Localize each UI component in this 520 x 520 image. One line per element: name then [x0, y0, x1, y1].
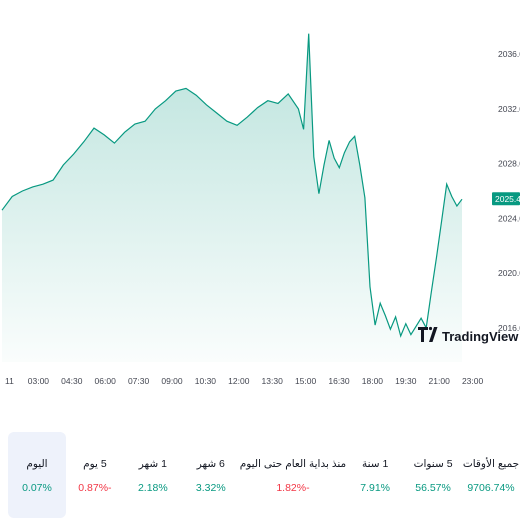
period-change-value: 3.32% [195, 482, 226, 494]
period-label: منذ بداية العام حتى اليوم [239, 458, 347, 470]
x-tick-label: 13:30 [262, 376, 284, 386]
period-tab-3[interactable]: 6 شهر 3.32% [182, 432, 240, 518]
period-label: 1 شهر [138, 458, 167, 470]
x-axis: 11 03:00 04:30 06:00 07:30 09:00 10:30 12:00 13:… [5, 376, 484, 386]
period-change-value: 7.91% [360, 482, 390, 494]
period-tab-1[interactable]: 5 يوم 0.87%- [66, 432, 124, 518]
period-change-value: 9706.74% [467, 482, 515, 494]
tradingview-brand: TradingView [442, 329, 519, 344]
period-change-value: 2.18% [137, 482, 168, 494]
y-tick-label: 2032.00 [498, 104, 520, 114]
price-chart[interactable]: 2016.00 2020.00 2024.00 2028.00 2032.00 2036.… [0, 0, 520, 400]
period-tab-5[interactable]: 1 سنة 7.91% [346, 432, 404, 518]
x-tick-label: 21:00 [429, 376, 451, 386]
price-line [1, 33, 463, 338]
x-tick-label: 10:30 [195, 376, 217, 386]
last-price-label: 2025.43 [495, 194, 520, 204]
y-tick-label: 2024.00 [498, 213, 520, 223]
period-tab-4[interactable]: منذ بداية العام حتى اليوم 1.82%- [240, 432, 346, 518]
y-tick-label: 2028.00 [498, 159, 520, 169]
price-area-fill [2, 33, 462, 362]
performance-periods: اليوم 0.07% 5 يوم 0.87%- 1 شهر 2.18% 6 شهر 3.32… [8, 432, 520, 518]
period-tab-6[interactable]: 5 سنوات 56.57% [404, 432, 462, 518]
x-tick-label: 15:00 [295, 376, 317, 386]
x-tick-label: 09:00 [161, 376, 183, 386]
period-label: 1 سنة [361, 458, 389, 470]
x-tick-label: 23:00 [462, 376, 484, 386]
last-price-badge [492, 192, 520, 206]
period-change-value: 0.87%- [78, 482, 112, 494]
period-label: 5 سنوات [413, 458, 453, 470]
y-axis: 2016.00 2020.00 2024.00 2028.00 2032.00 2036.… [498, 49, 520, 333]
period-label: اليوم [26, 458, 48, 470]
x-tick-label: 18:00 [362, 376, 384, 386]
last-price-tag: 2025.43 [492, 192, 520, 206]
tradingview-watermark[interactable]: TradingView [418, 326, 519, 344]
y-tick-label: 2016.00 [498, 323, 520, 333]
y-tick-label: 2036.00 [498, 49, 520, 59]
period-tab-0[interactable]: اليوم 0.07% [8, 432, 66, 518]
x-tick-label: 06:00 [95, 376, 117, 386]
period-change-value: 56.57% [415, 482, 451, 494]
x-tick-label: 16:30 [328, 376, 350, 386]
x-tick-label: 19:30 [395, 376, 417, 386]
x-tick-label: 03:00 [28, 376, 50, 386]
x-tick-label: 11 [5, 376, 14, 386]
period-label: جميع الأوقات [462, 458, 520, 470]
period-tab-7[interactable]: جميع الأوقات 9706.74% [462, 432, 520, 518]
period-tab-2[interactable]: 1 شهر 2.18% [124, 432, 182, 518]
x-tick-label: 07:30 [128, 376, 150, 386]
chart-svg: 2016.00 2020.00 2024.00 2028.00 2032.00 2036.… [1, 33, 520, 386]
period-change-value: 1.82%- [276, 482, 310, 494]
period-change-value: 0.07% [22, 482, 52, 494]
period-label: 6 شهر [196, 458, 225, 470]
period-label: 5 يوم [83, 458, 107, 470]
tradingview-logo-icon [418, 326, 438, 342]
x-tick-label: 12:00 [228, 376, 250, 386]
x-tick-label: 04:30 [61, 376, 83, 386]
y-tick-label: 2020.00 [498, 268, 520, 278]
